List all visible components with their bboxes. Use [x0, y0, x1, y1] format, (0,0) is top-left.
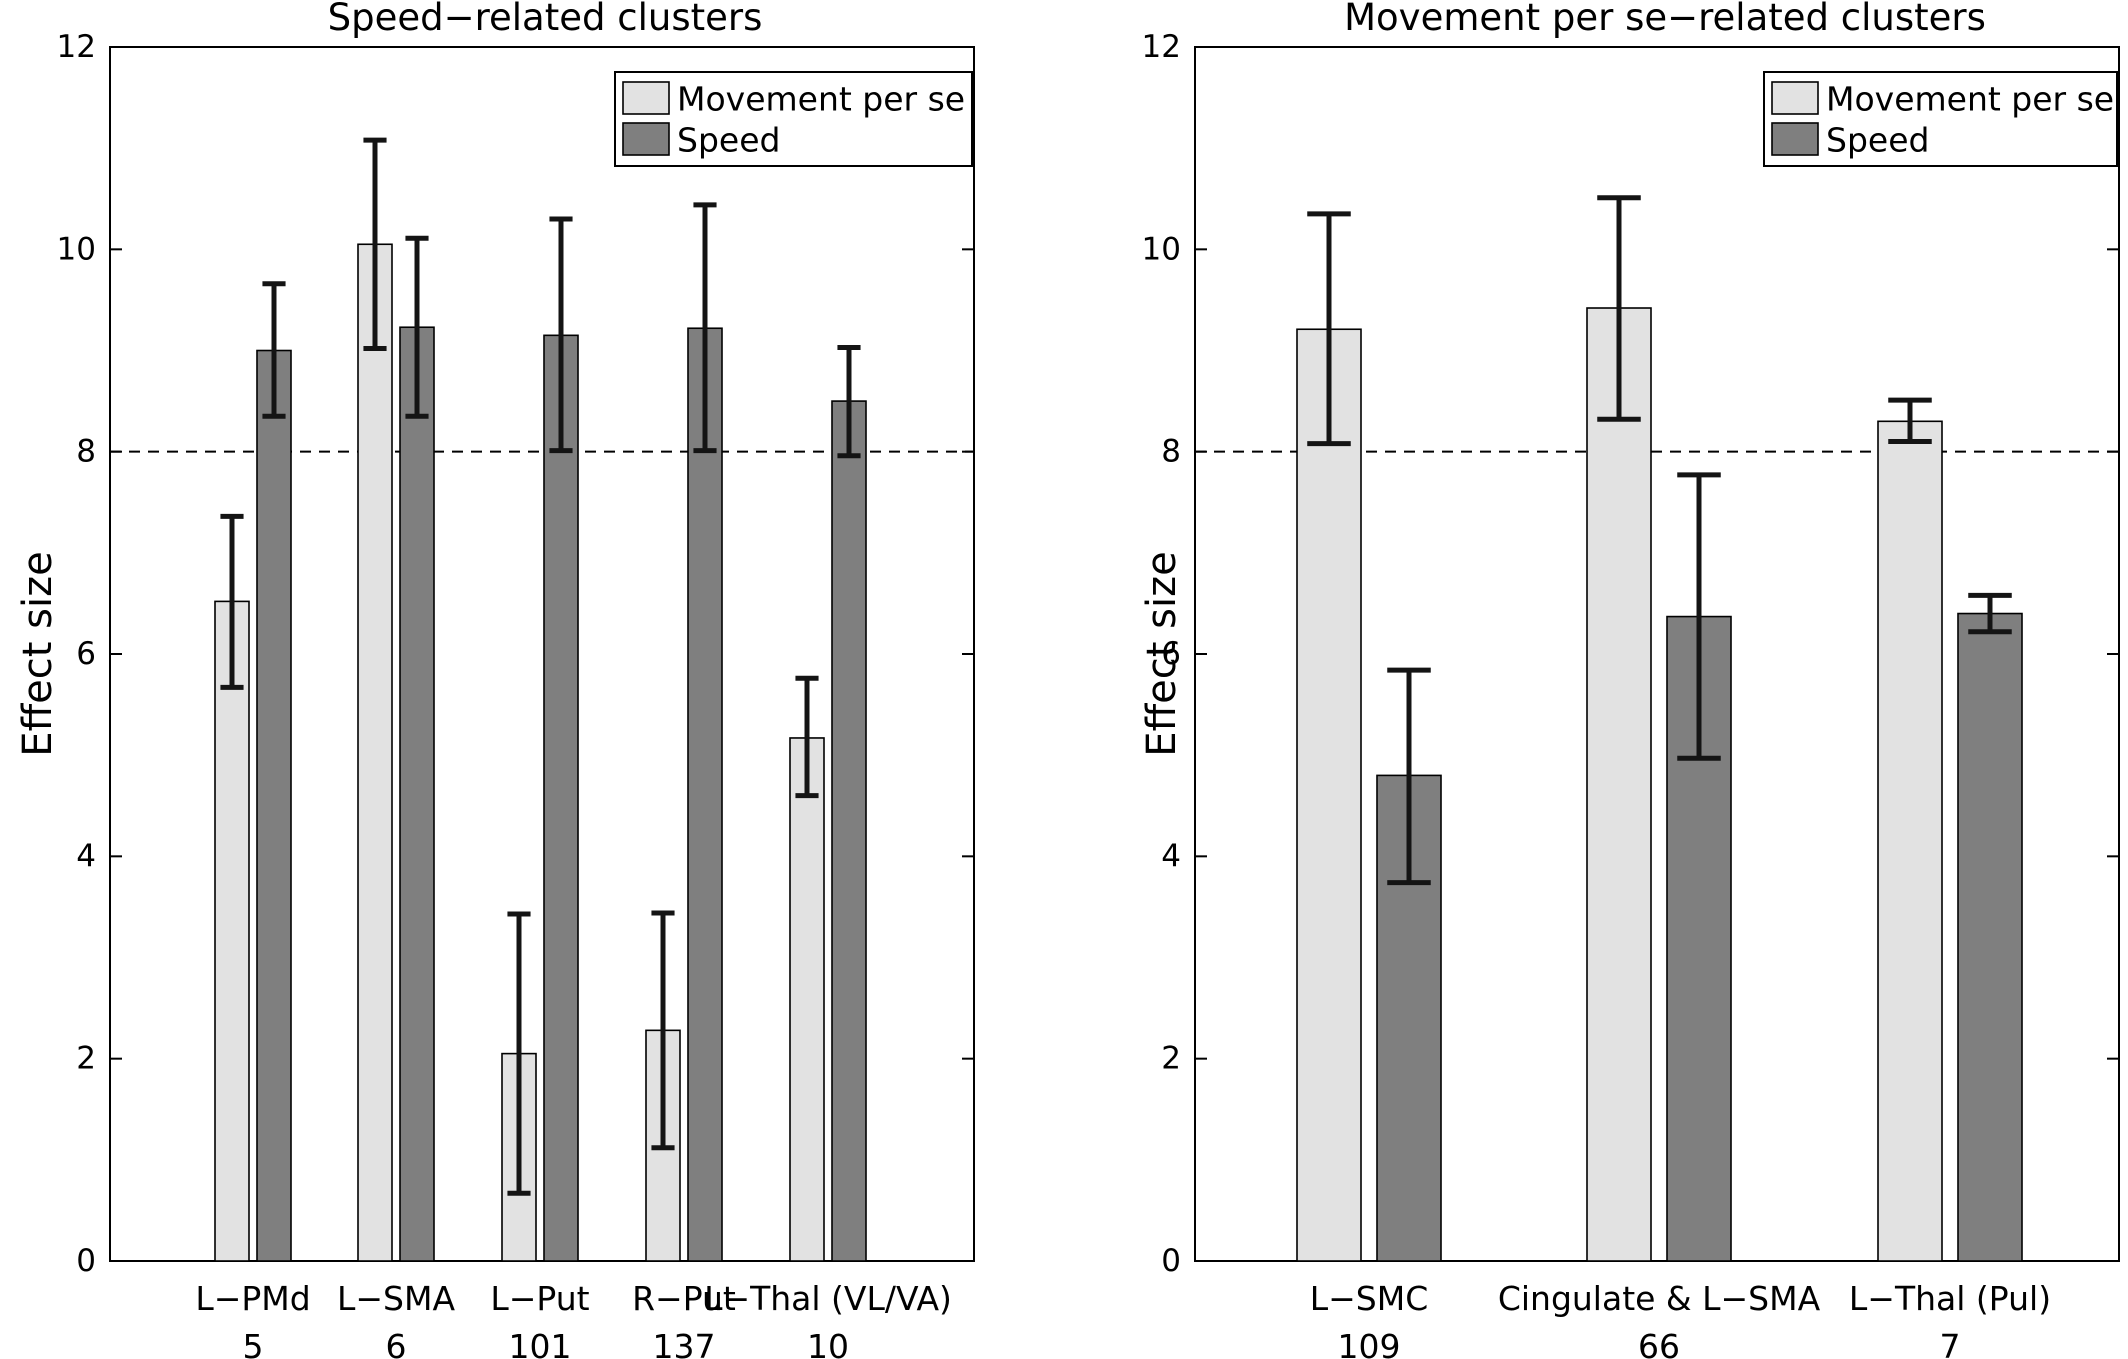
category-count: 7	[1940, 1327, 1961, 1359]
bar-speed	[1957, 612, 2023, 1262]
category-label: L−SMC	[1310, 1279, 1429, 1318]
category-label: L−Thal (Pul)	[1849, 1279, 2051, 1318]
bar-movement-per-se	[1586, 307, 1652, 1262]
legend-swatch	[622, 81, 670, 115]
bar-speed	[256, 349, 292, 1262]
bar-speed	[399, 326, 435, 1262]
movement-per-se-related-clusters-panel: Movement per se−related clusters Effect s…	[1139, 0, 2120, 1359]
bar-movement-per-se	[214, 600, 250, 1262]
y-tick-label: 0	[1161, 1243, 1181, 1279]
y-tick-label: 8	[76, 434, 96, 470]
y-tick-label: 6	[1161, 636, 1181, 672]
legend-label: Speed	[1826, 121, 1929, 160]
y-axis-label: Effect size	[15, 551, 61, 756]
category-label: L−SMA	[337, 1279, 455, 1318]
category-label: L−Put	[490, 1279, 589, 1318]
y-tick-label: 6	[76, 636, 96, 672]
y-tick-label: 10	[57, 231, 96, 267]
speed-related-clusters-panel: Speed−related clusters Effect size 0 2 4 6 8 10…	[15, 0, 975, 1359]
y-tick-label: 4	[1161, 838, 1181, 874]
y-tick-label: 12	[57, 29, 96, 65]
category-count: 6	[386, 1327, 407, 1359]
bar-movement-per-se	[357, 243, 393, 1262]
bar-speed	[831, 400, 867, 1262]
bar-movement-per-se	[1877, 420, 1943, 1262]
y-tick-label: 10	[1142, 231, 1181, 267]
bar-movement-per-se	[1296, 328, 1362, 1262]
category-label: L−Thal (VL/VA)	[704, 1279, 952, 1318]
category-count: 101	[509, 1327, 572, 1359]
legend	[614, 71, 973, 167]
legend-label: Speed	[677, 121, 780, 160]
legend-swatch	[1771, 81, 1819, 115]
chart-title: Speed−related clusters	[328, 0, 763, 39]
category-label: R−Put	[632, 1279, 736, 1318]
category-count: 5	[243, 1327, 264, 1359]
plot-area	[109, 46, 975, 1262]
category-count: 66	[1638, 1327, 1680, 1359]
y-tick-label: 8	[1161, 434, 1181, 470]
chart-title: Movement per se−related clusters	[1344, 0, 1986, 39]
bar-movement-per-se	[789, 737, 825, 1262]
category-label: Cingulate & L−SMA	[1498, 1279, 1821, 1318]
y-tick-label: 0	[76, 1243, 96, 1279]
legend-label: Movement per se	[677, 80, 965, 119]
y-tick-label: 2	[1161, 1041, 1181, 1077]
y-tick-label: 4	[76, 838, 96, 874]
y-axis-label: Effect size	[1139, 551, 1185, 756]
y-tick-label: 2	[76, 1041, 96, 1077]
category-count: 137	[653, 1327, 716, 1359]
bar-speed	[543, 334, 579, 1262]
y-tick-label: 12	[1142, 29, 1181, 65]
legend	[1763, 71, 2118, 167]
category-label: L−PMd	[195, 1279, 310, 1318]
legend-swatch	[622, 122, 670, 156]
category-count: 10	[807, 1327, 849, 1359]
category-count: 109	[1338, 1327, 1401, 1359]
legend-label: Movement per se	[1826, 80, 2114, 119]
legend-swatch	[1771, 122, 1819, 156]
bar-speed	[687, 327, 723, 1262]
